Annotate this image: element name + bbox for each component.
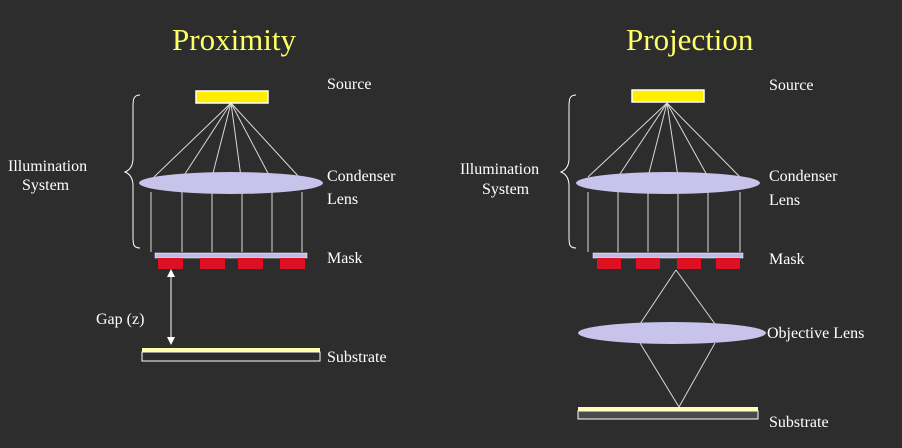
projection-substrate-top <box>578 407 758 411</box>
projection-illumination-label-line1: Illumination <box>460 161 540 178</box>
proximity-mask-blocks <box>158 258 305 269</box>
projection-source-rays <box>587 102 741 178</box>
proximity-collimated-rays <box>150 192 303 252</box>
projection-illumination-label-line2: System <box>482 181 530 198</box>
projection-source <box>631 89 705 103</box>
proximity-substrate-label: Substrate <box>327 349 387 366</box>
proximity-condenser-lens <box>139 172 323 194</box>
projection-condenser-label-line1: Condenser <box>769 168 838 185</box>
proximity-source-rays <box>153 102 300 178</box>
proximity-condenser-label-line1: Condenser <box>327 168 396 185</box>
projection-objective-label: Objective Lens <box>767 325 865 342</box>
proximity-illumination-brace <box>123 94 141 249</box>
proximity-condenser-label-line2: Lens <box>327 191 359 208</box>
projection-substrate-label: Substrate <box>769 414 829 431</box>
proximity-mask-plate <box>154 252 308 259</box>
proximity-illumination-label-line2: System <box>22 177 70 194</box>
projection-mask-label: Mask <box>769 251 805 268</box>
proximity-mask-label: Mask <box>327 250 363 267</box>
projection-source-label: Source <box>769 77 814 94</box>
projection-title: Projection <box>626 22 754 57</box>
proximity-diagram <box>123 90 323 362</box>
proximity-title: Proximity <box>172 22 297 57</box>
proximity-substrate <box>141 351 321 362</box>
projection-mask-blocks <box>597 258 740 269</box>
projection-imaging-rays <box>639 269 716 408</box>
projection-diagram <box>559 89 766 420</box>
proximity-source-label: Source <box>327 76 372 93</box>
proximity-source <box>195 90 269 104</box>
projection-mask-plate <box>592 252 744 259</box>
proximity-illumination-label-line1: Illumination <box>8 158 88 175</box>
projection-substrate <box>577 410 759 420</box>
proximity-substrate-top <box>142 348 320 352</box>
projection-collimated-rays <box>587 192 741 252</box>
projection-objective-lens <box>578 322 766 344</box>
projection-condenser-label-line2: Lens <box>769 192 801 209</box>
projection-illumination-brace <box>559 94 577 249</box>
projection-condenser-lens <box>576 172 760 194</box>
proximity-gap-label: Gap (z) <box>96 311 145 328</box>
